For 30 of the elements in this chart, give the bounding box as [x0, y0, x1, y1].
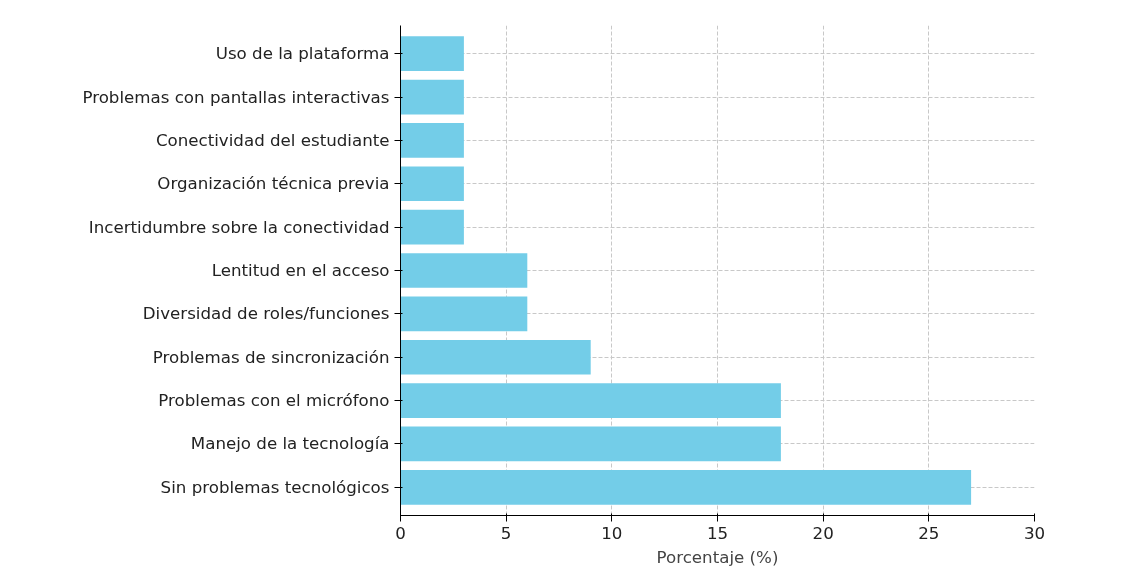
x-axis-title: Porcentaje (%)	[656, 547, 779, 567]
x-tick-label: 20	[812, 523, 834, 543]
y-tick-label: Problemas con pantallas interactivas	[82, 87, 390, 107]
y-tick-label: Sin problemas tecnológicos	[160, 477, 390, 497]
y-tick-label: Organización técnica previa	[157, 174, 390, 194]
y-tick-label: Uso de la plataforma	[215, 44, 390, 64]
bar	[400, 253, 528, 288]
x-tick-label: 15	[706, 523, 729, 543]
bar	[400, 166, 464, 202]
bar	[400, 209, 464, 245]
x-tick-label: 10	[601, 523, 623, 543]
y-tick-label: Manejo de la tecnología	[190, 434, 390, 454]
y-tick-label: Problemas de sincronización	[152, 347, 390, 367]
bar	[400, 426, 781, 462]
y-tick-label: Conectividad del estudiante	[155, 130, 390, 150]
bar	[400, 469, 972, 505]
x-tick-label: 30	[1023, 523, 1046, 543]
x-tick-label: 25	[918, 523, 940, 543]
y-tick-label: Problemas con el micrófono	[158, 391, 390, 411]
y-tick-label: Incertidumbre sobre la conectividad	[88, 217, 390, 237]
y-tick-label: Lentitud en el acceso	[211, 261, 390, 280]
bar	[400, 79, 464, 115]
bar	[400, 296, 528, 332]
bar	[400, 36, 464, 72]
bar	[400, 383, 781, 418]
y-tick-label: Diversidad de roles/funciones	[142, 304, 390, 324]
bar	[400, 339, 591, 375]
bar	[400, 123, 464, 158]
x-tick-label: 0	[395, 523, 406, 543]
x-tick-label: 5	[500, 523, 512, 543]
